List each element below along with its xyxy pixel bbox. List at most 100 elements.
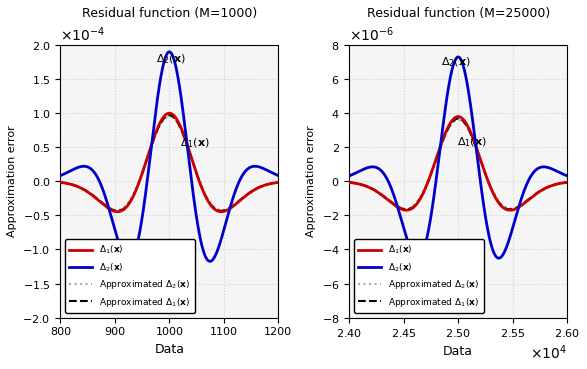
Approximated $\Delta_1(\mathbf{x})$	[220, 208, 227, 213]
X-axis label: Data: Data	[154, 343, 184, 356]
Line: Approximated $\Delta_1(\mathbf{x})$: Approximated $\Delta_1(\mathbf{x})$	[349, 118, 567, 209]
Approximated $\Delta_2(\mathbf{x})$	[188, 155, 195, 159]
Approximated $\Delta_1(\mathbf{x})$	[385, 198, 392, 202]
Approximated $\Delta_2(\mathbf{x})$	[487, 184, 494, 189]
$\Delta_1(\mathbf{x})$	[403, 208, 410, 213]
$\Delta_2(\mathbf{x})$	[525, 178, 532, 183]
Approximated $\Delta_1(\mathbf{x})$	[96, 199, 103, 203]
$\Delta_1(\mathbf{x})$	[236, 199, 243, 203]
$\Delta_2(\mathbf{x})$	[414, 256, 421, 261]
Approximated $\Delta_1(\mathbf{x})$	[564, 180, 571, 184]
$\Delta_2(\mathbf{x})$	[140, 205, 147, 209]
$\Delta_2(\mathbf{x})$	[220, 231, 227, 235]
Approximated $\Delta_1(\mathbf{x})$	[166, 113, 173, 117]
Line: Approximated $\Delta_2(\mathbf{x})$: Approximated $\Delta_2(\mathbf{x})$	[60, 117, 278, 210]
Text: $\Delta_2(\mathbf{x})$: $\Delta_2(\mathbf{x})$	[156, 52, 185, 66]
Approximated $\Delta_1(\mathbf{x})$	[454, 116, 461, 121]
Approximated $\Delta_2(\mathbf{x})$	[220, 208, 227, 213]
$\Delta_1(\mathbf{x})$	[275, 180, 282, 184]
Title: Residual function (M=1000): Residual function (M=1000)	[82, 7, 257, 20]
$\Delta_1(\mathbf{x})$	[525, 198, 532, 202]
$\Delta_2(\mathbf{x})$	[125, 259, 132, 263]
Y-axis label: Approximation error: Approximation error	[7, 125, 17, 237]
$\Delta_1(\mathbf{x})$	[57, 180, 64, 184]
Approximated $\Delta_1(\mathbf{x})$	[275, 180, 282, 184]
Approximated $\Delta_1(\mathbf{x})$	[477, 156, 484, 161]
Approximated $\Delta_2(\mathbf{x})$	[454, 118, 461, 122]
$\Delta_2(\mathbf{x})$	[57, 173, 64, 178]
Approximated $\Delta_1(\mathbf{x})$	[188, 155, 195, 160]
$\Delta_2(\mathbf{x})$	[564, 173, 571, 178]
$\Delta_1(\mathbf{x})$	[166, 111, 173, 115]
Approximated $\Delta_1(\mathbf{x})$	[487, 186, 494, 190]
$\Delta_1(\mathbf{x})$	[114, 210, 121, 214]
$\Delta_2(\mathbf{x})$	[477, 176, 484, 180]
Text: $\Delta_1(\mathbf{x})$: $\Delta_1(\mathbf{x})$	[457, 136, 487, 149]
Line: $\Delta_2(\mathbf{x})$: $\Delta_2(\mathbf{x})$	[60, 52, 278, 261]
$\Delta_1(\mathbf{x})$	[385, 199, 392, 203]
Approximated $\Delta_1(\mathbf{x})$	[346, 180, 353, 184]
Approximated $\Delta_1(\mathbf{x})$	[198, 186, 205, 191]
Approximated $\Delta_1(\mathbf{x})$	[236, 198, 243, 203]
Legend: $\Delta_1(\mathbf{x})$, $\Delta_2(\mathbf{x})$, Approximated $\Delta_2(\mathbf{x: $\Delta_1(\mathbf{x})$, $\Delta_2(\mathb…	[354, 239, 484, 313]
Approximated $\Delta_2(\mathbf{x})$	[564, 180, 571, 185]
$\Delta_2(\mathbf{x})$	[346, 173, 353, 178]
Approximated $\Delta_2(\mathbf{x})$	[166, 114, 173, 119]
$\Delta_2(\mathbf{x})$	[236, 178, 243, 183]
X-axis label: Data: Data	[443, 345, 473, 358]
Approximated $\Delta_2(\mathbf{x})$	[385, 199, 392, 203]
Approximated $\Delta_2(\mathbf{x})$	[140, 166, 147, 170]
$\Delta_2(\mathbf{x})$	[454, 55, 461, 59]
Approximated $\Delta_1(\mathbf{x})$	[403, 207, 410, 211]
Line: $\Delta_2(\mathbf{x})$: $\Delta_2(\mathbf{x})$	[349, 57, 567, 258]
Approximated $\Delta_2(\mathbf{x})$	[57, 180, 64, 185]
Approximated $\Delta_2(\mathbf{x})$	[346, 180, 353, 185]
Text: $\Delta_1(\mathbf{x})$: $\Delta_1(\mathbf{x})$	[180, 136, 210, 150]
$\Delta_1(\mathbf{x})$	[429, 167, 436, 172]
Text: $\Delta_2(\mathbf{x})$: $\Delta_2(\mathbf{x})$	[441, 56, 471, 69]
$\Delta_1(\mathbf{x})$	[477, 156, 484, 160]
Approximated $\Delta_1(\mathbf{x})$	[525, 197, 532, 201]
Line: Approximated $\Delta_1(\mathbf{x})$: Approximated $\Delta_1(\mathbf{x})$	[60, 115, 278, 211]
$\Delta_1(\mathbf{x})$	[346, 180, 353, 184]
$\Delta_2(\mathbf{x})$	[188, 176, 195, 180]
$\Delta_2(\mathbf{x})$	[385, 180, 392, 185]
Approximated $\Delta_2(\mathbf{x})$	[525, 198, 532, 202]
Line: $\Delta_1(\mathbf{x})$: $\Delta_1(\mathbf{x})$	[349, 117, 567, 210]
Approximated $\Delta_2(\mathbf{x})$	[477, 156, 484, 160]
$\Delta_2(\mathbf{x})$	[429, 204, 436, 208]
Approximated $\Delta_2(\mathbf{x})$	[402, 207, 409, 211]
$\Delta_1(\mathbf{x})$	[564, 180, 571, 184]
Y-axis label: Approximation error: Approximation error	[306, 125, 316, 237]
$\Delta_2(\mathbf{x})$	[96, 180, 103, 185]
Approximated $\Delta_2(\mathbf{x})$	[508, 207, 515, 211]
$\Delta_2(\mathbf{x})$	[508, 228, 515, 233]
$\Delta_1(\mathbf{x})$	[487, 186, 494, 191]
Approximated $\Delta_1(\mathbf{x})$	[508, 207, 515, 211]
Title: Residual function (M=25000): Residual function (M=25000)	[366, 7, 550, 20]
Approximated $\Delta_2(\mathbf{x})$	[236, 199, 243, 203]
Line: Approximated $\Delta_2(\mathbf{x})$: Approximated $\Delta_2(\mathbf{x})$	[349, 120, 567, 209]
$\Delta_2(\mathbf{x})$	[487, 242, 494, 246]
Legend: $\Delta_1(\mathbf{x})$, $\Delta_2(\mathbf{x})$, Approximated $\Delta_2(\mathbf{x: $\Delta_1(\mathbf{x})$, $\Delta_2(\mathb…	[65, 239, 195, 313]
$\Delta_1(\mathbf{x})$	[508, 208, 515, 212]
Approximated $\Delta_1(\mathbf{x})$	[114, 208, 121, 213]
$\Delta_1(\mathbf{x})$	[220, 209, 227, 214]
$\Delta_1(\mathbf{x})$	[96, 200, 103, 204]
Approximated $\Delta_1(\mathbf{x})$	[140, 167, 147, 171]
$\Delta_1(\mathbf{x})$	[454, 114, 461, 119]
$\Delta_1(\mathbf{x})$	[140, 166, 147, 171]
Approximated $\Delta_1(\mathbf{x})$	[57, 180, 64, 184]
$\Delta_1(\mathbf{x})$	[198, 187, 205, 191]
$\Delta_2(\mathbf{x})$	[275, 173, 282, 178]
Approximated $\Delta_2(\mathbf{x})$	[429, 166, 436, 171]
Line: $\Delta_1(\mathbf{x})$: $\Delta_1(\mathbf{x})$	[60, 113, 278, 212]
Approximated $\Delta_1(\mathbf{x})$	[429, 168, 436, 172]
$\Delta_1(\mathbf{x})$	[188, 155, 195, 159]
Approximated $\Delta_2(\mathbf{x})$	[113, 208, 120, 213]
Approximated $\Delta_2(\mathbf{x})$	[198, 185, 205, 189]
Approximated $\Delta_2(\mathbf{x})$	[275, 180, 282, 185]
Approximated $\Delta_2(\mathbf{x})$	[96, 200, 103, 204]
$\Delta_2(\mathbf{x})$	[166, 50, 173, 54]
$\Delta_2(\mathbf{x})$	[198, 245, 205, 249]
